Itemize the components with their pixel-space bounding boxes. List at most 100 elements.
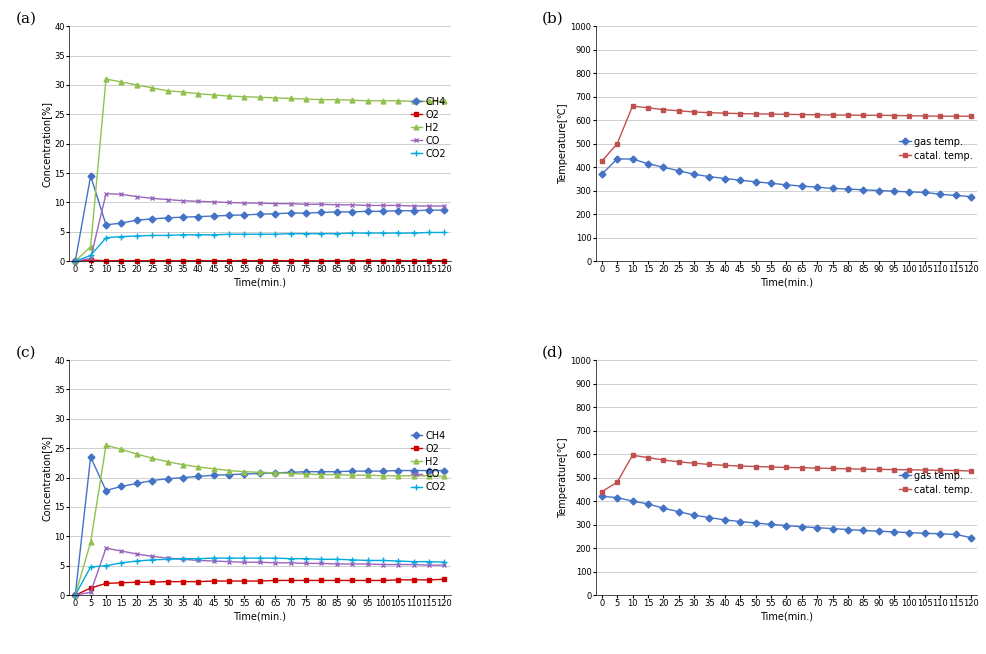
catal. temp.: [734, 462, 745, 470]
Line: CO2: CO2: [72, 230, 447, 264]
H2: [85, 538, 97, 546]
CO: [361, 560, 373, 568]
CH4: [284, 468, 296, 476]
catal. temp.: [749, 462, 761, 470]
O2: [346, 257, 358, 265]
CO: [253, 559, 265, 566]
Line: H2: H2: [73, 77, 447, 264]
H2: [192, 90, 204, 97]
catal. temp.: [596, 488, 607, 496]
H2: [300, 95, 312, 103]
CO2: [346, 229, 358, 237]
H2: [269, 94, 281, 102]
H2: [330, 471, 342, 479]
CO2: [239, 554, 250, 562]
gas temp.: [810, 183, 822, 191]
gas temp.: [949, 192, 960, 199]
H2: [239, 93, 250, 101]
gas temp.: [841, 185, 853, 193]
gas temp.: [703, 513, 715, 521]
O2: [223, 257, 235, 265]
CO: [316, 559, 327, 567]
H2: [361, 97, 373, 105]
CH4: [269, 469, 281, 477]
catal. temp.: [964, 112, 976, 120]
H2: [361, 472, 373, 479]
gas temp.: [734, 176, 745, 184]
CO2: [438, 559, 450, 566]
catal. temp.: [703, 460, 715, 468]
gas temp.: [749, 178, 761, 186]
gas temp.: [734, 517, 745, 525]
catal. temp.: [718, 109, 730, 117]
CH4: [223, 471, 235, 479]
H2: [407, 472, 419, 480]
CO: [85, 589, 97, 596]
CO: [330, 201, 342, 209]
Line: CO: CO: [73, 191, 447, 264]
CH4: [407, 207, 419, 215]
CO: [346, 560, 358, 568]
catal. temp.: [641, 454, 653, 462]
catal. temp.: [918, 466, 930, 474]
CH4: [438, 466, 450, 474]
CO2: [162, 555, 174, 563]
gas temp.: [902, 188, 914, 196]
H2: [377, 472, 388, 480]
O2: [253, 257, 265, 265]
CH4: [208, 472, 220, 479]
CO: [269, 559, 281, 567]
catal. temp.: [841, 111, 853, 119]
CO2: [208, 554, 220, 562]
O2: [284, 577, 296, 585]
gas temp.: [934, 190, 946, 198]
X-axis label: Time(min.): Time(min.): [233, 611, 286, 621]
Line: gas temp.: gas temp.: [599, 156, 972, 199]
Text: (c): (c): [16, 346, 36, 360]
H2: [284, 470, 296, 477]
O2: [162, 257, 174, 265]
CO: [131, 193, 143, 201]
gas temp.: [825, 184, 837, 192]
CO2: [146, 232, 158, 239]
O2: [330, 577, 342, 585]
H2: [223, 466, 235, 474]
CO2: [192, 555, 204, 562]
catal. temp.: [872, 466, 883, 473]
gas temp.: [596, 492, 607, 500]
CO: [253, 199, 265, 207]
CH4: [69, 258, 81, 266]
Line: CH4: CH4: [73, 455, 447, 598]
gas temp.: [749, 519, 761, 527]
CO2: [269, 554, 281, 562]
catal. temp.: [764, 110, 776, 118]
CH4: [361, 207, 373, 215]
catal. temp.: [857, 465, 869, 473]
gas temp.: [641, 160, 653, 167]
gas temp.: [641, 500, 653, 508]
catal. temp.: [626, 102, 638, 110]
Line: H2: H2: [73, 443, 447, 598]
Legend: CH4, O2, H2, CO, CO2: CH4, O2, H2, CO, CO2: [410, 431, 446, 492]
CO: [377, 201, 388, 209]
CH4: [423, 466, 435, 474]
CO2: [438, 228, 450, 236]
CO2: [316, 230, 327, 237]
gas temp.: [795, 523, 807, 530]
gas temp.: [780, 181, 792, 189]
H2: [423, 97, 435, 105]
O2: [361, 577, 373, 585]
CO: [239, 559, 250, 566]
CO2: [146, 556, 158, 564]
O2: [438, 257, 450, 265]
H2: [208, 91, 220, 99]
H2: [346, 96, 358, 104]
H2: [284, 95, 296, 103]
CO: [100, 190, 111, 198]
CO: [146, 553, 158, 560]
CO: [192, 198, 204, 205]
catal. temp.: [887, 466, 899, 473]
Line: O2: O2: [73, 258, 447, 264]
H2: [239, 468, 250, 475]
CO: [269, 199, 281, 207]
